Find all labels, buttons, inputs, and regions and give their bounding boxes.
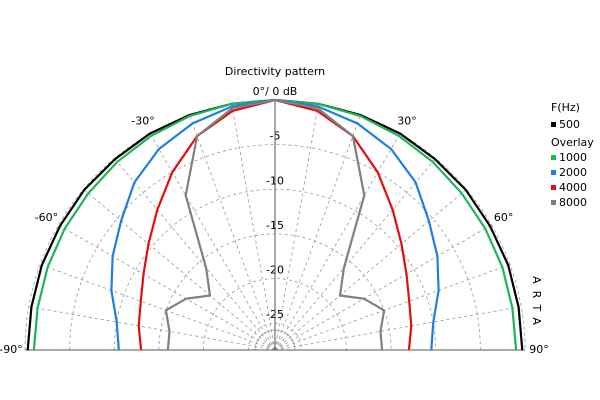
legend-label: 8000 [559,196,587,209]
series-line [164,98,386,351]
grid-spoke [39,264,276,351]
r-tick-label: 0°/ 0 dB [253,85,298,98]
legend-label: 2000 [559,166,587,179]
grid-spoke [189,114,276,351]
grid-circle [247,322,303,351]
legend-swatch [551,200,556,205]
theta-tick-label: 30° [397,114,417,127]
legend-label: 500 [559,118,580,131]
legend-swatch [551,122,556,127]
legend-label: 4000 [559,181,587,194]
legend-swatch [551,170,556,175]
theta-tick-label: -30° [131,114,154,127]
legend-title: F(Hz) [551,101,580,114]
grid-spoke [274,114,361,351]
legend-swatch [551,185,556,190]
grid-spoke [274,264,511,351]
watermark: ARTA [530,276,543,332]
theta-tick-label: 90° [529,343,549,356]
overlay-title: Overlay [551,136,594,149]
grid-circle [203,278,347,351]
legend-swatch [551,155,556,160]
chart-title: Directivity pattern [225,65,325,78]
theta-tick-label: -90° [0,343,23,356]
legend-label: 1000 [559,151,587,164]
theta-tick-label: 60° [494,211,514,224]
theta-tick-label: -60° [35,211,58,224]
